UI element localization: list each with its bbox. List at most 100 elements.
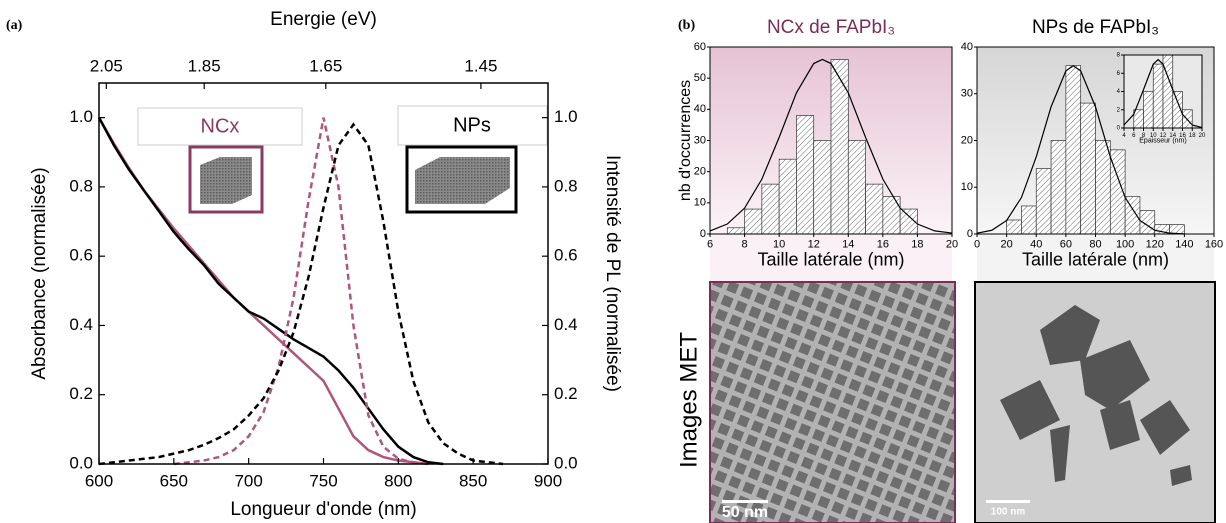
row-label: Images MET — [675, 332, 702, 468]
y-tick-label: 20 — [961, 134, 973, 146]
curve — [98, 122, 504, 466]
fit-curve — [1123, 58, 1203, 129]
y-tick-label: 0.4 — [69, 315, 93, 334]
y-tick-label: 40 — [961, 41, 973, 53]
tem-image — [709, 281, 956, 523]
y-tick-label: 0 — [1117, 126, 1121, 132]
label-box — [137, 107, 303, 146]
panel-label: (b) — [678, 18, 695, 33]
y-tick-label: 2 — [1117, 107, 1121, 113]
scale-bar — [722, 500, 768, 503]
bar — [1124, 196, 1141, 235]
y-tick-label: 50 — [694, 72, 706, 84]
x-tick-label: 6 — [1132, 133, 1136, 139]
y-tick-label: 8 — [1117, 53, 1121, 59]
y-tick-label: 30 — [961, 88, 973, 100]
bar — [1035, 168, 1052, 235]
bar — [1152, 63, 1164, 129]
x-tick-label: 12 — [808, 239, 820, 251]
x-tick-label: 600 — [85, 471, 113, 490]
chart-title: NCx de FAPbI₃ — [767, 17, 895, 38]
x-tick-label: 14 — [1169, 133, 1176, 139]
y-tick-label: 0 — [967, 228, 973, 240]
connector — [710, 234, 952, 282]
x-tick-label: 120 — [1146, 239, 1164, 251]
x-tick-label: 80 — [1089, 239, 1101, 251]
x-tick-label: 700 — [234, 471, 262, 490]
x-tick-label: 18 — [1189, 133, 1196, 139]
platelet — [415, 157, 510, 204]
label-box — [397, 105, 548, 146]
x-tick-label: 20 — [1199, 133, 1206, 139]
y2-tick-label: 0.2 — [554, 384, 578, 403]
bar — [865, 183, 884, 235]
bar — [847, 140, 866, 235]
x-tick-label: 16 — [877, 239, 889, 251]
bar — [1169, 224, 1185, 235]
y-tick-label: 60 — [694, 41, 706, 53]
scale-label: 100 nm — [991, 507, 1026, 518]
bar — [813, 140, 832, 235]
bar — [830, 59, 849, 235]
bar — [761, 183, 780, 235]
y-tick-label: 1.0 — [69, 107, 93, 126]
scale-bar — [986, 500, 1030, 503]
x-tick-label: 8 — [742, 239, 748, 251]
x-tick-label: 6 — [707, 239, 713, 251]
y-tick-label: 0.0 — [69, 453, 93, 472]
x-axis-label: Taille latérale (nm) — [757, 250, 904, 270]
y-tick-label: 6 — [1117, 71, 1121, 77]
x2-tick-label: 1.65 — [309, 56, 342, 75]
cube — [200, 157, 252, 204]
x2-tick-label: 1.85 — [188, 56, 221, 75]
x-tick-label: 10 — [773, 239, 785, 251]
scale-label: 50 nm — [722, 504, 768, 521]
x-tick-label: 4 — [1122, 133, 1126, 139]
bar — [726, 227, 745, 235]
annotation: NCx — [201, 115, 240, 137]
x-tick-label: 160 — [1205, 239, 1223, 251]
bar — [796, 115, 815, 235]
bar — [1050, 140, 1067, 235]
y-tick-label: 0 — [700, 228, 706, 240]
annotation: NPs — [453, 114, 491, 136]
x2-tick-label: 1.45 — [464, 56, 497, 75]
y2-tick-label: 0.8 — [554, 176, 578, 195]
x-tick-label: 8 — [1142, 133, 1146, 139]
x-tick-label: 18 — [911, 239, 923, 251]
curve — [173, 117, 429, 466]
x-tick-label: 40 — [1030, 239, 1042, 251]
fit-curve — [976, 64, 1185, 235]
x-tick-label: 20 — [946, 239, 958, 251]
bar — [1143, 91, 1154, 129]
x-tick-label: 900 — [534, 471, 562, 490]
y-tick-label: 0.2 — [69, 384, 93, 403]
bar — [778, 158, 797, 235]
y-tick-label: 10 — [961, 181, 973, 193]
x-axis-label: Taille latérale (nm) — [1022, 250, 1169, 270]
chart-title: NPs de FAPbI₃ — [1032, 17, 1159, 38]
x-tick-label: 10 — [1150, 133, 1157, 139]
x-axis-label: Longueur d'onde (nm) — [230, 499, 416, 520]
y-tick-label: 4 — [1117, 89, 1121, 95]
y-tick-label: 10 — [694, 197, 706, 209]
y2-tick-label: 0.6 — [554, 246, 578, 265]
bar — [1006, 219, 1022, 235]
bar — [1080, 102, 1096, 235]
x-tick-label: 750 — [309, 471, 337, 490]
curve — [97, 117, 444, 466]
y2-tick-label: 0.0 — [554, 453, 578, 472]
fit-curve — [709, 58, 953, 234]
y2-axis-label: Intensité de PL (normalisée) — [602, 155, 623, 392]
y-tick-label: 40 — [694, 103, 706, 115]
x-tick-label: 800 — [384, 471, 412, 490]
y2-tick-label: 1.0 — [554, 107, 578, 126]
x-tick-label: 20 — [1001, 239, 1013, 251]
bar — [1021, 205, 1037, 235]
y-tick-label: 0.8 — [69, 176, 93, 195]
y2-tick-label: 0.4 — [554, 315, 578, 334]
x-tick-label: 14 — [842, 239, 854, 251]
particles — [1000, 305, 1192, 486]
